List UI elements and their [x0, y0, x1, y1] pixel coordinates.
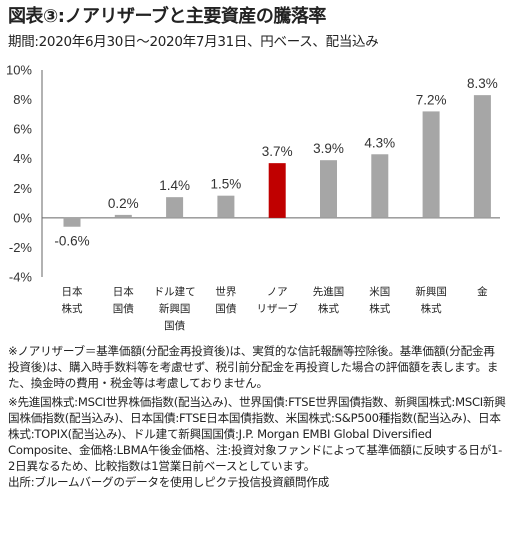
category-label: 先進国	[313, 286, 345, 298]
category-label: 新興国	[159, 302, 191, 315]
category-label: 日本	[113, 285, 134, 298]
category-label: 国債	[215, 302, 236, 315]
category-label: ドル建て	[154, 285, 196, 298]
data-label: 4.3%	[364, 135, 395, 150]
category-label: 新興国	[415, 285, 447, 298]
category-label: 国債	[113, 302, 134, 315]
category-label: 株式	[318, 302, 339, 315]
notes: ※ノアリザーブ＝基準価額(分配金再投資後)は、実質的な信託報酬等控除後。基準価額…	[8, 343, 506, 490]
data-label: 0.2%	[108, 196, 139, 211]
y-tick-label: 8%	[13, 92, 32, 107]
category-label: 国債	[164, 319, 185, 332]
y-tick-label: 2%	[13, 181, 32, 196]
data-label: 3.9%	[313, 141, 344, 156]
category-label: ノア	[267, 286, 288, 298]
y-tick-label: 4%	[13, 151, 32, 166]
category-label: リザーブ	[257, 302, 299, 315]
bar	[114, 214, 132, 218]
note-source: 出所:ブルームバーグのデータを使用しピクテ投信投資顧問作成	[8, 475, 329, 489]
chart-subtitle: 期間:2020年6月30日～2020年7月31日、円ベース、配当込み	[8, 34, 379, 50]
category-label: 株式	[62, 302, 83, 315]
bar	[473, 95, 491, 218]
bar	[268, 163, 286, 218]
bar	[217, 195, 235, 218]
bar	[166, 197, 184, 218]
category-label: 株式	[369, 302, 390, 315]
data-label: -0.6%	[54, 234, 89, 249]
data-label: 7.2%	[416, 92, 447, 107]
y-tick-label: -4%	[9, 270, 33, 285]
category-label: 米国	[369, 285, 390, 298]
bar	[422, 111, 440, 218]
data-label: 1.4%	[159, 178, 190, 193]
y-tick-label: -2%	[9, 240, 33, 255]
data-label: 8.3%	[467, 76, 498, 91]
bar-chart: 10% 8% 6% 4% 2% 0% -2% -4% -0.6% 日本株式 0.2% 日本国債 1.4%…	[6, 63, 500, 332]
data-label: 3.7%	[262, 144, 293, 159]
note-indices: ※先進国株式:MSCI世界株価指数(配当込み)、世界国債:FTSE世界国債指数、…	[8, 395, 506, 473]
category-label: 世界	[215, 286, 236, 298]
category-label: 株式	[421, 302, 442, 315]
y-tick-label: 6%	[13, 122, 32, 137]
note-noa-reserve: ※ノアリザーブ＝基準価額(分配金再投資後)は、実質的な信託報酬等控除後。基準価額…	[8, 344, 499, 390]
data-label: 1.5%	[211, 177, 242, 192]
bar	[320, 160, 337, 218]
chart-title: 図表③:ノアリザーブと主要資産の騰落率	[8, 6, 326, 27]
y-tick-label: 10%	[6, 63, 32, 78]
category-label: 日本	[62, 285, 83, 298]
category-label: 金	[477, 285, 488, 298]
bar	[371, 154, 389, 218]
y-tick-label: 0%	[13, 210, 32, 225]
bar	[63, 217, 81, 227]
